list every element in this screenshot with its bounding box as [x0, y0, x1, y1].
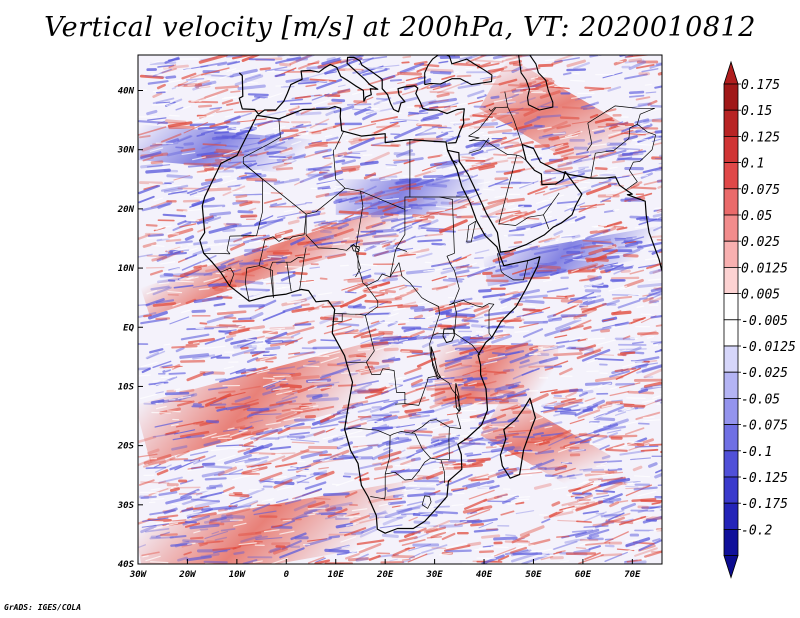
lat-tick-label: 20S: [117, 442, 135, 452]
colorbar-top-arrow: [723, 60, 739, 85]
colorbar-swatch: [723, 109, 739, 137]
lon-tick-label: 10W: [229, 570, 247, 580]
grads-credit: GrADS: IGES/COLA: [4, 603, 82, 612]
colorbar-label: -0.005: [741, 314, 788, 329]
colorbar-label: -0.025: [741, 366, 788, 381]
colorbar-label: 0.1: [741, 157, 764, 172]
lon-tick-label: 50E: [525, 570, 542, 580]
coastlines-and-borders: [199, 55, 662, 534]
colorbar-swatch: [723, 424, 739, 452]
colorbar-label: -0.2: [741, 523, 772, 538]
colorbar-swatch: [723, 476, 739, 504]
lon-tick-label: 10E: [328, 570, 345, 580]
velocity-field: [138, 55, 662, 564]
colorbar-label: -0.0125: [741, 340, 796, 355]
chart-title: Vertical velocity [m/s] at 200hPa, VT: 2…: [44, 12, 756, 43]
colorbar-label: 0.0125: [741, 261, 788, 276]
colorbar-swatch: [723, 397, 739, 425]
colorbar-swatch: [723, 502, 739, 530]
colorbar-swatch: [723, 214, 739, 242]
colorbar-label: -0.1: [741, 445, 772, 460]
lon-tick-label: 20W: [178, 570, 197, 580]
lat-tick-label: 30N: [117, 146, 135, 156]
latitude-axis: 40S 30S 20S 10S EQ 10N 20N 30N 40N: [117, 87, 143, 570]
colorbar-swatch: [723, 135, 739, 163]
colorbar-swatch: [723, 240, 739, 268]
colorbar-swatch: [723, 450, 739, 478]
colorbar-swatch: [723, 162, 739, 190]
lat-tick-label: 10N: [118, 264, 135, 274]
colorbar-swatch: [723, 266, 739, 294]
colorbar-label: 0.125: [741, 130, 780, 145]
colorbar-label: -0.125: [741, 471, 788, 486]
colorbar-swatch: [723, 188, 739, 216]
lon-tick-label: 30E: [425, 570, 443, 580]
colorbar-label: 0.15: [741, 104, 772, 119]
colorbar-bottom-arrow: [723, 555, 739, 579]
colorbar-swatch: [723, 371, 739, 399]
lat-tick-label: 40S: [118, 560, 135, 570]
lat-tick-label: 40N: [118, 87, 135, 97]
lon-tick-label: 70E: [624, 570, 641, 580]
colorbar-swatch: [723, 345, 739, 373]
colorbar-swatch: [723, 293, 739, 321]
map-frame: [137, 54, 663, 565]
lat-tick-label: 30S: [117, 501, 135, 511]
colorbar-label: -0.075: [741, 419, 788, 434]
lon-tick-label: 30W: [129, 570, 148, 580]
colorbar-label: 0.025: [741, 235, 780, 250]
map-border: [137, 54, 663, 565]
colorbar-label: 0.075: [741, 183, 780, 198]
colorbar-label: 0.005: [741, 288, 780, 303]
lon-tick-label: 0: [284, 570, 290, 580]
lat-tick-label: 20N: [117, 205, 135, 215]
colorbar-label: 0.05: [741, 209, 772, 224]
colorbar-swatch: [723, 83, 739, 111]
colorbar-swatch: [723, 529, 739, 557]
colorbar-label: -0.175: [741, 497, 788, 512]
colorbar-label: -0.05: [741, 392, 780, 407]
lat-tick-label: EQ: [123, 323, 134, 333]
lat-tick-label: 10S: [118, 382, 135, 392]
colorbar-label: 0.175: [741, 78, 780, 93]
colorbar-swatch: [723, 319, 739, 347]
colorbar: 0.175 0.15 0.125 0.1 0.075 0.05 0.025 0.0125 0.0…: [723, 60, 796, 579]
lon-tick-label: 60E: [575, 570, 592, 580]
lon-tick-label: 20E: [376, 570, 394, 580]
lon-tick-label: 40E: [476, 570, 493, 580]
longitude-axis: 30W 20W 10W 0 10E 20E 30E 40E 50E 60E 70E: [129, 559, 641, 580]
